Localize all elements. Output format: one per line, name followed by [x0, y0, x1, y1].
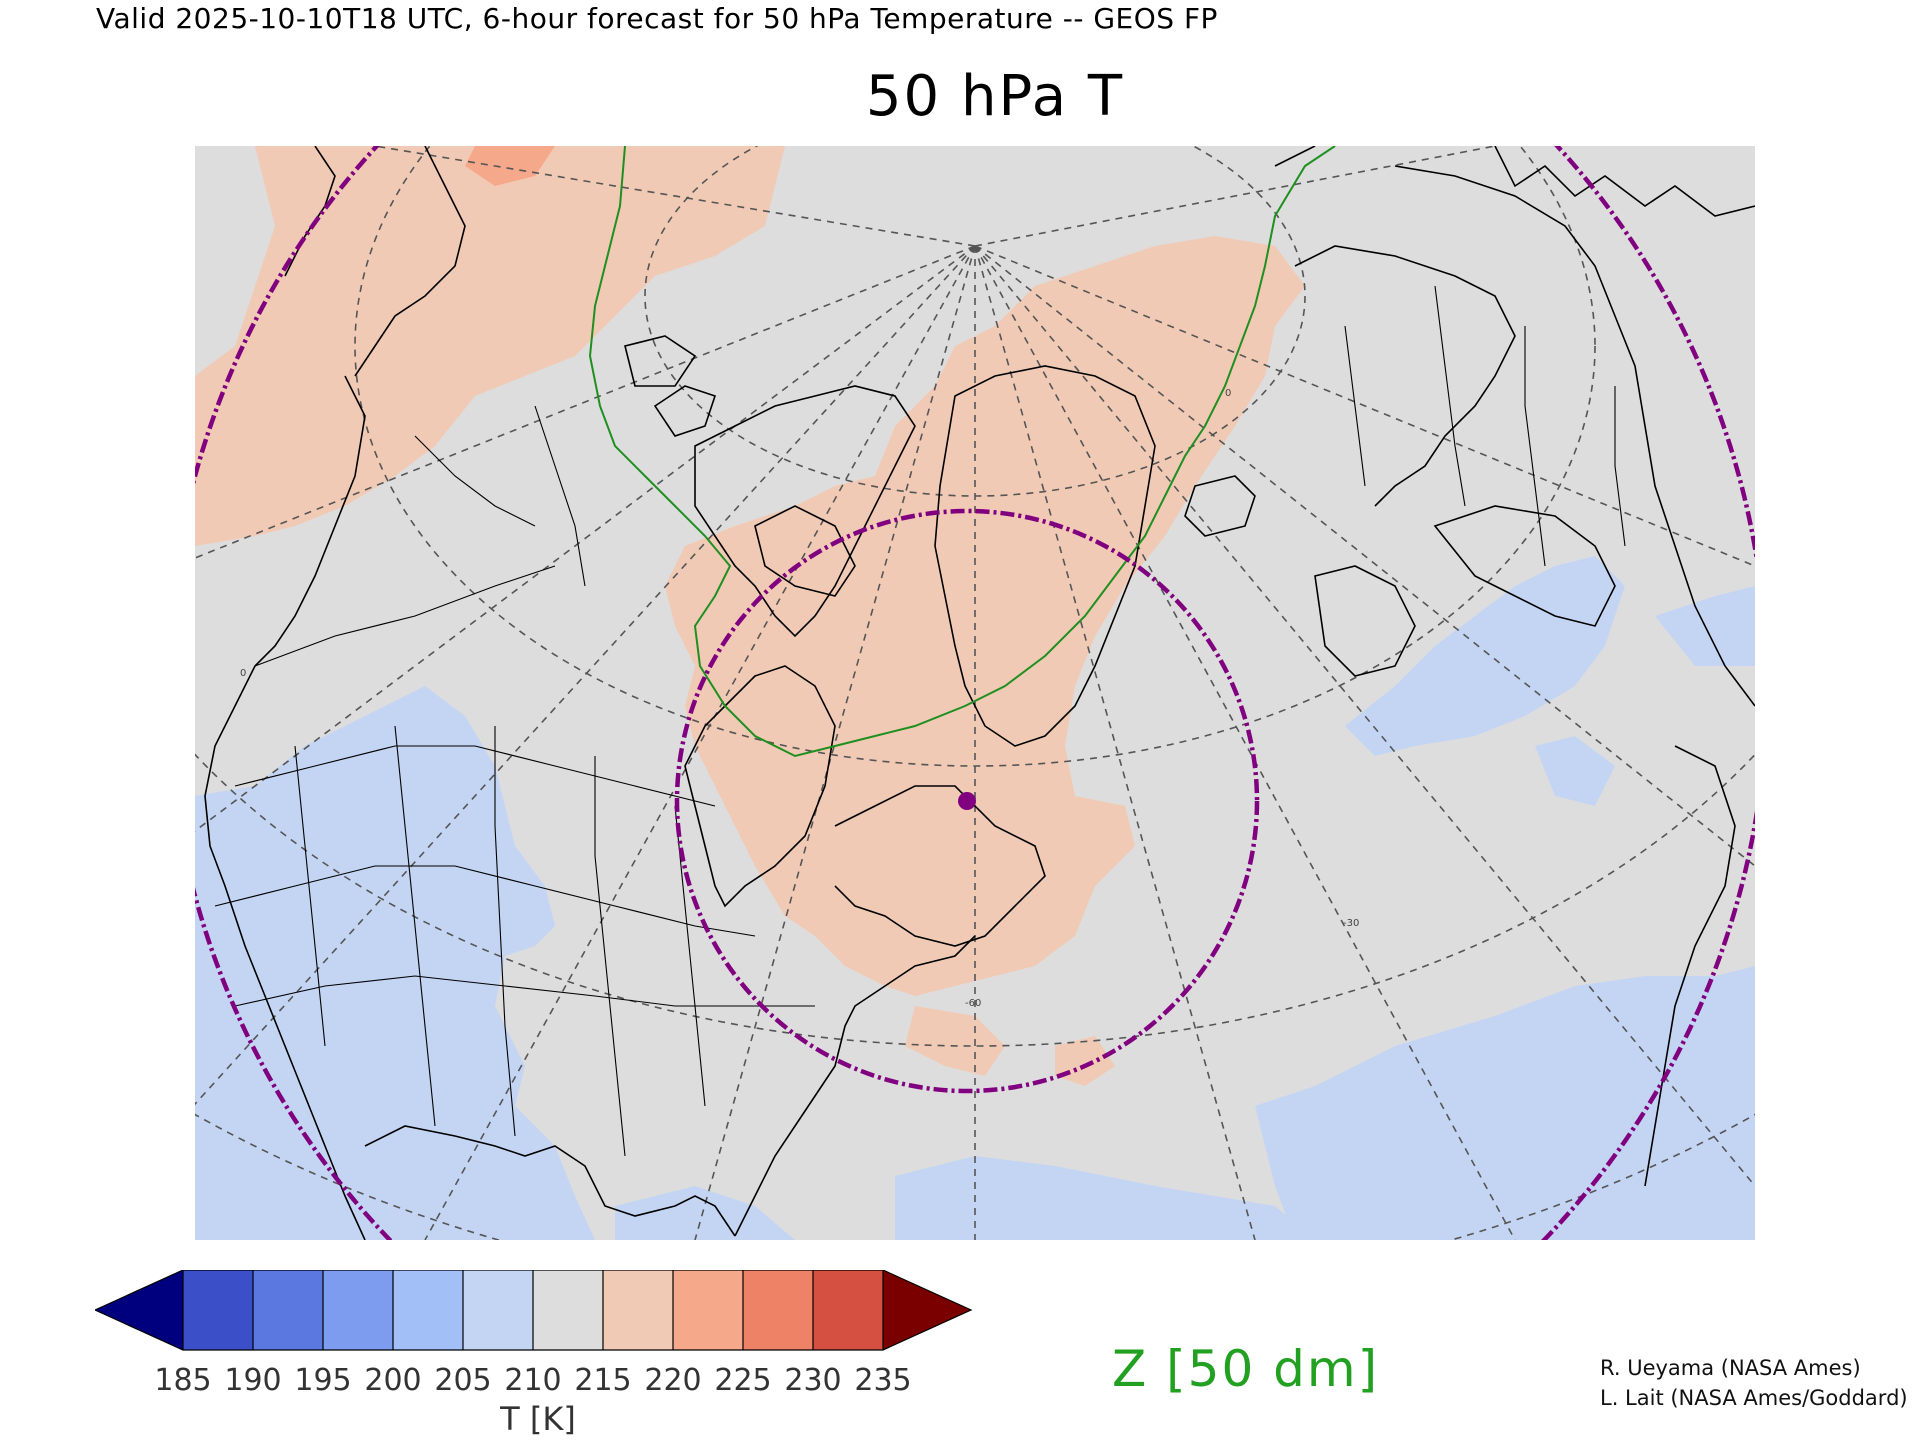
colorbar-swatch [323, 1270, 393, 1350]
colorbar-tick-label: 210 [504, 1363, 562, 1398]
geopotential-height-contour [588, 146, 1336, 758]
colorbar-swatch [463, 1270, 533, 1350]
colorbar-tick-label: 235 [854, 1363, 912, 1398]
colorbar-swatch [813, 1270, 883, 1350]
graticule-label: 0 [1225, 388, 1231, 399]
colorbar-swatch [603, 1270, 673, 1350]
warmest-temperature-region [465, 146, 555, 186]
colorbar-tick-label: 195 [294, 1363, 352, 1398]
colorbar-swatch [743, 1270, 813, 1350]
colorbar-outline [95, 1270, 973, 1351]
inner-range-ring [674, 508, 1260, 1094]
colorbar-tick-label: 200 [364, 1363, 422, 1398]
colorbar-tick-label: 220 [644, 1363, 702, 1398]
range-rings [195, 146, 1755, 1240]
colorbar-unit-label: T [K] [500, 1400, 576, 1438]
center-location-marker [958, 792, 976, 810]
colorbar-tick-label: 205 [434, 1363, 492, 1398]
warm-temperature-regions [195, 146, 1305, 1086]
map-panel: -60 -30 0 0 [195, 146, 1755, 1240]
graticule-label: 0 [240, 668, 246, 679]
forecast-valid-line: Valid 2025-10-10T18 UTC, 6-hour forecast… [96, 2, 1218, 35]
lat-lon-graticule [195, 146, 1755, 1240]
graticule-label: -30 [1343, 918, 1359, 929]
colorbar-swatch [393, 1270, 463, 1350]
colorbar-tick-label: 215 [574, 1363, 632, 1398]
colorbar-swatch [183, 1270, 253, 1350]
colorbar-tick-label: 225 [714, 1363, 772, 1398]
colorbar-swatch [673, 1270, 743, 1350]
plot-title: 50 hPa T [865, 64, 1125, 129]
colorbar-low-triangle [95, 1270, 183, 1350]
colorbar-tick-label: 230 [784, 1363, 842, 1398]
colorbar-swatch [253, 1270, 323, 1350]
colorbar-swatch [533, 1270, 603, 1350]
author-credit: R. Ueyama (NASA Ames) [1600, 1356, 1861, 1380]
colorbar-high-triangle [883, 1270, 971, 1350]
colorbar-tick-label: 190 [224, 1363, 282, 1398]
political-boundaries [214, 285, 1626, 1157]
temperature-colorbar [95, 1270, 973, 1351]
coastlines [204, 146, 1755, 1240]
colorbar-tick-label: 185 [154, 1363, 212, 1398]
graticule-label: -60 [965, 998, 981, 1009]
author-credit: L. Lait (NASA Ames/Goddard) [1600, 1386, 1908, 1410]
contour-legend-label: Z [50 dm] [1112, 1340, 1380, 1398]
